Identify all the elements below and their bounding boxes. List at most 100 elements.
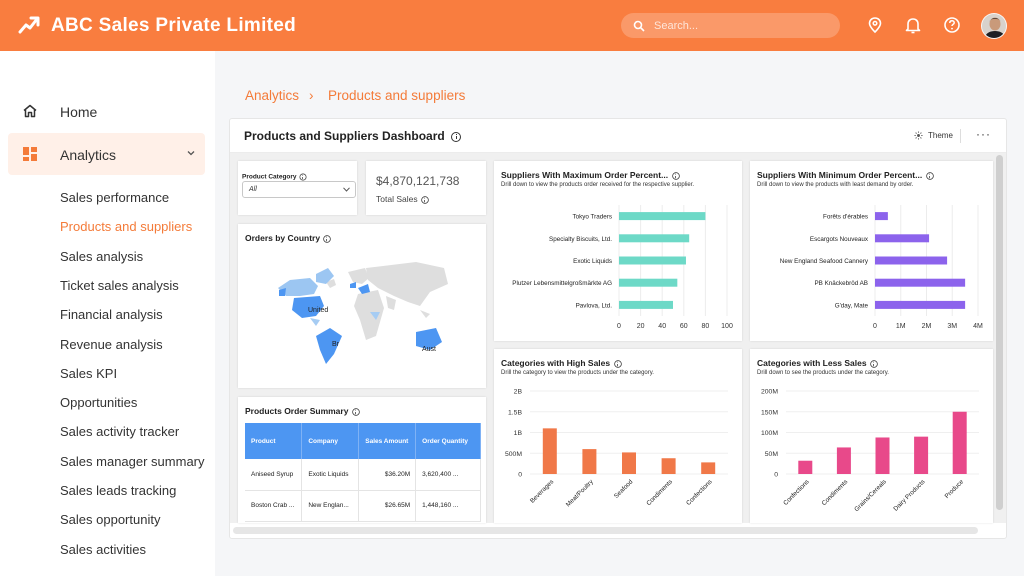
info-icon[interactable]	[451, 131, 462, 142]
bar[interactable]	[798, 460, 813, 474]
bar[interactable]	[619, 234, 690, 243]
column-header[interactable]: Product	[245, 423, 303, 459]
column-header[interactable]: Sales Amount	[358, 423, 417, 459]
bar[interactable]	[875, 437, 890, 474]
max-order-suppliers-card: Suppliers With Maximum Order Percent... …	[494, 161, 742, 341]
sidebar-subitem[interactable]: Financial analysis	[60, 307, 163, 323]
x-tick-label: 1M	[896, 323, 906, 330]
theme-label: Theme	[928, 131, 953, 140]
map-label-us: United	[308, 307, 328, 314]
column-header[interactable]: Order Quantity	[415, 423, 481, 459]
sidebar: Home Analytics Sales performance Products…	[0, 51, 215, 576]
map-title-text: Orders by Country	[245, 233, 321, 243]
info-icon[interactable]	[613, 360, 622, 368]
category-label: Exotic Liquids	[573, 258, 612, 265]
sidebar-subitem[interactable]: Sales manager summary	[60, 453, 205, 469]
category-label: Escargots Nouveaux	[810, 236, 869, 243]
search-input[interactable]	[654, 19, 834, 32]
info-icon[interactable]	[299, 173, 307, 181]
bar[interactable]	[619, 256, 686, 265]
world-map[interactable]: United Br Aust	[270, 254, 460, 369]
sidebar-subitem[interactable]: Products and suppliers	[60, 219, 193, 235]
category-label: G'day, Mate	[835, 302, 869, 309]
total-sales-card[interactable]: $4,870,121,738 Total Sales	[366, 161, 486, 215]
bar[interactable]	[836, 447, 851, 474]
user-avatar[interactable]	[981, 13, 1007, 39]
category-label: Specialty Biscuits, Ltd.	[549, 236, 612, 243]
sidebar-item-home[interactable]: Home	[8, 92, 205, 130]
info-icon[interactable]	[671, 172, 680, 180]
max-order-suppliers-chart[interactable]: 0 20 40 60 80 100 Tokyo Traders Specialty Biscu…	[494, 193, 742, 338]
sidebar-subitem[interactable]: Sales leads tracking	[60, 483, 177, 498]
high-sales-categories-card: Categories with High Sales Drill the cat…	[494, 349, 742, 523]
bar[interactable]	[875, 256, 948, 265]
widget-canvas: Product Category All $4,870,121,738 Tota…	[230, 153, 1006, 523]
bar[interactable]	[661, 458, 676, 474]
top-header: ABC Sales Private Limited	[0, 0, 1024, 51]
bar[interactable]	[582, 449, 597, 474]
bar[interactable]	[619, 278, 678, 287]
chevron-down-icon[interactable]	[186, 148, 196, 158]
sidebar-subitem[interactable]: Sales opportunity	[60, 512, 161, 528]
sidebar-subitem[interactable]: Sales activity tracker	[60, 424, 180, 440]
min-order-suppliers-chart[interactable]: 0 1M 2M 3M 4M Forêts d'érables Escargots Nouve…	[750, 193, 993, 338]
sidebar-subitem[interactable]: Sales activities	[60, 541, 146, 557]
bar[interactable]	[619, 300, 673, 309]
sidebar-subitem[interactable]: Revenue analysis	[60, 336, 163, 352]
chart-subtitle: Drill the category to view the products …	[501, 370, 654, 376]
category-label: Beverages	[529, 478, 555, 504]
category-label: Meat/Poultry	[565, 478, 596, 509]
breadcrumb-analytics[interactable]: Analytics	[245, 88, 300, 103]
info-icon[interactable]	[352, 408, 360, 416]
search-box[interactable]	[621, 13, 840, 38]
sidebar-subitem[interactable]: Opportunities	[60, 395, 138, 411]
x-tick-label: 0	[617, 323, 621, 330]
sidebar-subitem[interactable]: Ticket sales analysis	[60, 277, 179, 293]
bar[interactable]	[875, 234, 930, 243]
map-label-br: Br	[332, 341, 340, 348]
bar[interactable]	[619, 212, 706, 221]
sidebar-item-analytics[interactable]: Analytics	[8, 133, 205, 175]
sidebar-subitem[interactable]: Sales analysis	[60, 248, 144, 264]
vertical-scrollbar[interactable]	[996, 155, 1003, 510]
info-icon[interactable]	[925, 172, 934, 180]
bar[interactable]	[875, 212, 888, 221]
table-row[interactable]: Boston Crab ... New Englan... $26.65M 1,…	[245, 490, 481, 522]
filter-label-text: Product Category	[242, 173, 297, 181]
sidebar-item-label: Analytics	[60, 147, 117, 163]
table-cell: Exotic Liquids	[301, 459, 360, 491]
chart-title: Categories with High Sales	[501, 358, 623, 369]
location-icon[interactable]	[866, 16, 884, 34]
product-category-dropdown[interactable]: All	[242, 181, 356, 198]
bar[interactable]	[701, 462, 716, 474]
table-cell: Boston Crab ...	[245, 490, 303, 522]
theme-button[interactable]: Theme	[914, 131, 953, 140]
total-sales-value: $4,870,121,738	[376, 174, 460, 188]
dropdown-value: All	[249, 186, 257, 193]
trend-logo-icon[interactable]	[18, 14, 40, 36]
x-tick-label: 100	[721, 323, 733, 330]
bar[interactable]	[622, 452, 636, 474]
sidebar-subitem[interactable]: Sales performance	[60, 190, 170, 205]
y-tick-label: 0	[518, 472, 522, 479]
bar[interactable]	[875, 278, 966, 287]
column-header[interactable]: Company	[301, 423, 360, 459]
info-icon[interactable]	[323, 235, 332, 243]
bar[interactable]	[875, 300, 966, 309]
help-icon[interactable]	[943, 16, 961, 34]
less-sales-chart[interactable]: 0 50M 100M 150M 200M Confections Condiments Gra…	[750, 381, 993, 521]
table-row[interactable]: Aniseed Syrup Exotic Liquids $36.20M 3,6…	[245, 459, 481, 491]
info-icon[interactable]	[870, 360, 878, 368]
bar[interactable]	[952, 411, 967, 474]
chart-title: Suppliers With Minimum Order Percent...	[757, 170, 935, 181]
info-icon[interactable]	[421, 196, 429, 204]
sidebar-subitem[interactable]: Sales KPI	[60, 365, 118, 381]
category-label: PB Knäckebröd AB	[814, 280, 868, 287]
horizontal-scrollbar[interactable]	[233, 527, 978, 534]
bar[interactable]	[914, 436, 929, 474]
category-label: Confections	[685, 478, 713, 506]
bell-icon[interactable]	[904, 16, 922, 34]
bar[interactable]	[542, 428, 557, 474]
more-options-button[interactable]: ···	[976, 127, 991, 141]
high-sales-chart[interactable]: 0 500M 1B 1.5B 2B Beverages Meat/Poultry Seafoo…	[494, 381, 742, 521]
